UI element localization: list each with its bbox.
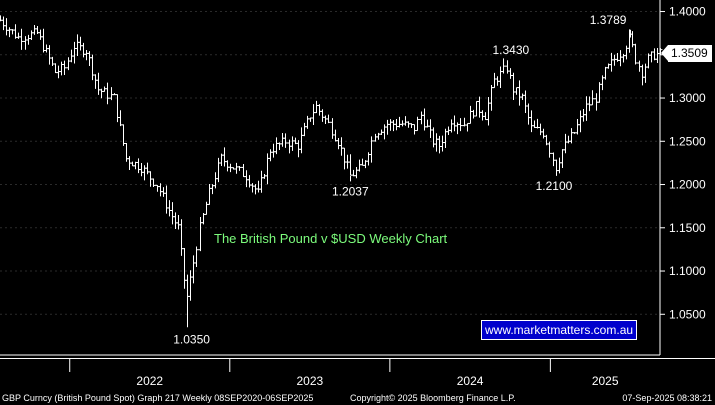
price-annotation: 1.3789: [590, 13, 627, 27]
price-annotation: 1.0350: [173, 332, 210, 346]
x-axis: 2022 2023 2024 2025: [0, 358, 715, 388]
x-tick-label: 2025: [592, 374, 619, 388]
price-annotation: 1.2100: [536, 179, 573, 193]
price-annotation: 1.2037: [332, 184, 369, 198]
y-tick-label: 1.4000: [669, 5, 706, 19]
x-tick-label: 2022: [136, 374, 163, 388]
footer-bar: GBP Curncy (British Pound Spot) Graph 21…: [0, 390, 715, 405]
price-bars: [0, 15, 663, 301]
y-tick-label: 1.0500: [669, 307, 706, 321]
x-tick-label: 2024: [457, 374, 484, 388]
y-tick-label: 1.1500: [669, 221, 706, 235]
y-tick-label: 1.3000: [669, 91, 706, 105]
last-price-label: 1.3509: [668, 45, 712, 62]
footer-timestamp: 07-Sep-2025 08:38:21: [622, 393, 712, 403]
y-tick-label: 1.2000: [669, 178, 706, 192]
price-annotation: 1.3430: [493, 43, 530, 57]
y-tick-label: 1.1000: [669, 264, 706, 278]
y-tick-label: 1.2500: [669, 134, 706, 148]
price-chart: 1.40001.35001.30001.25001.20001.15001.10…: [0, 0, 706, 356]
x-tick-label: 2023: [296, 374, 323, 388]
watermark-link[interactable]: www.marketmatters.com.au: [481, 320, 638, 340]
last-price-pointer: [661, 45, 668, 61]
chart-title: The British Pound v $USD Weekly Chart: [214, 231, 448, 246]
footer-copyright: Copyright© 2025 Bloomberg Finance L.P.: [350, 393, 516, 403]
footer-description: GBP Curncy (British Pound Spot) Graph 21…: [2, 393, 314, 403]
